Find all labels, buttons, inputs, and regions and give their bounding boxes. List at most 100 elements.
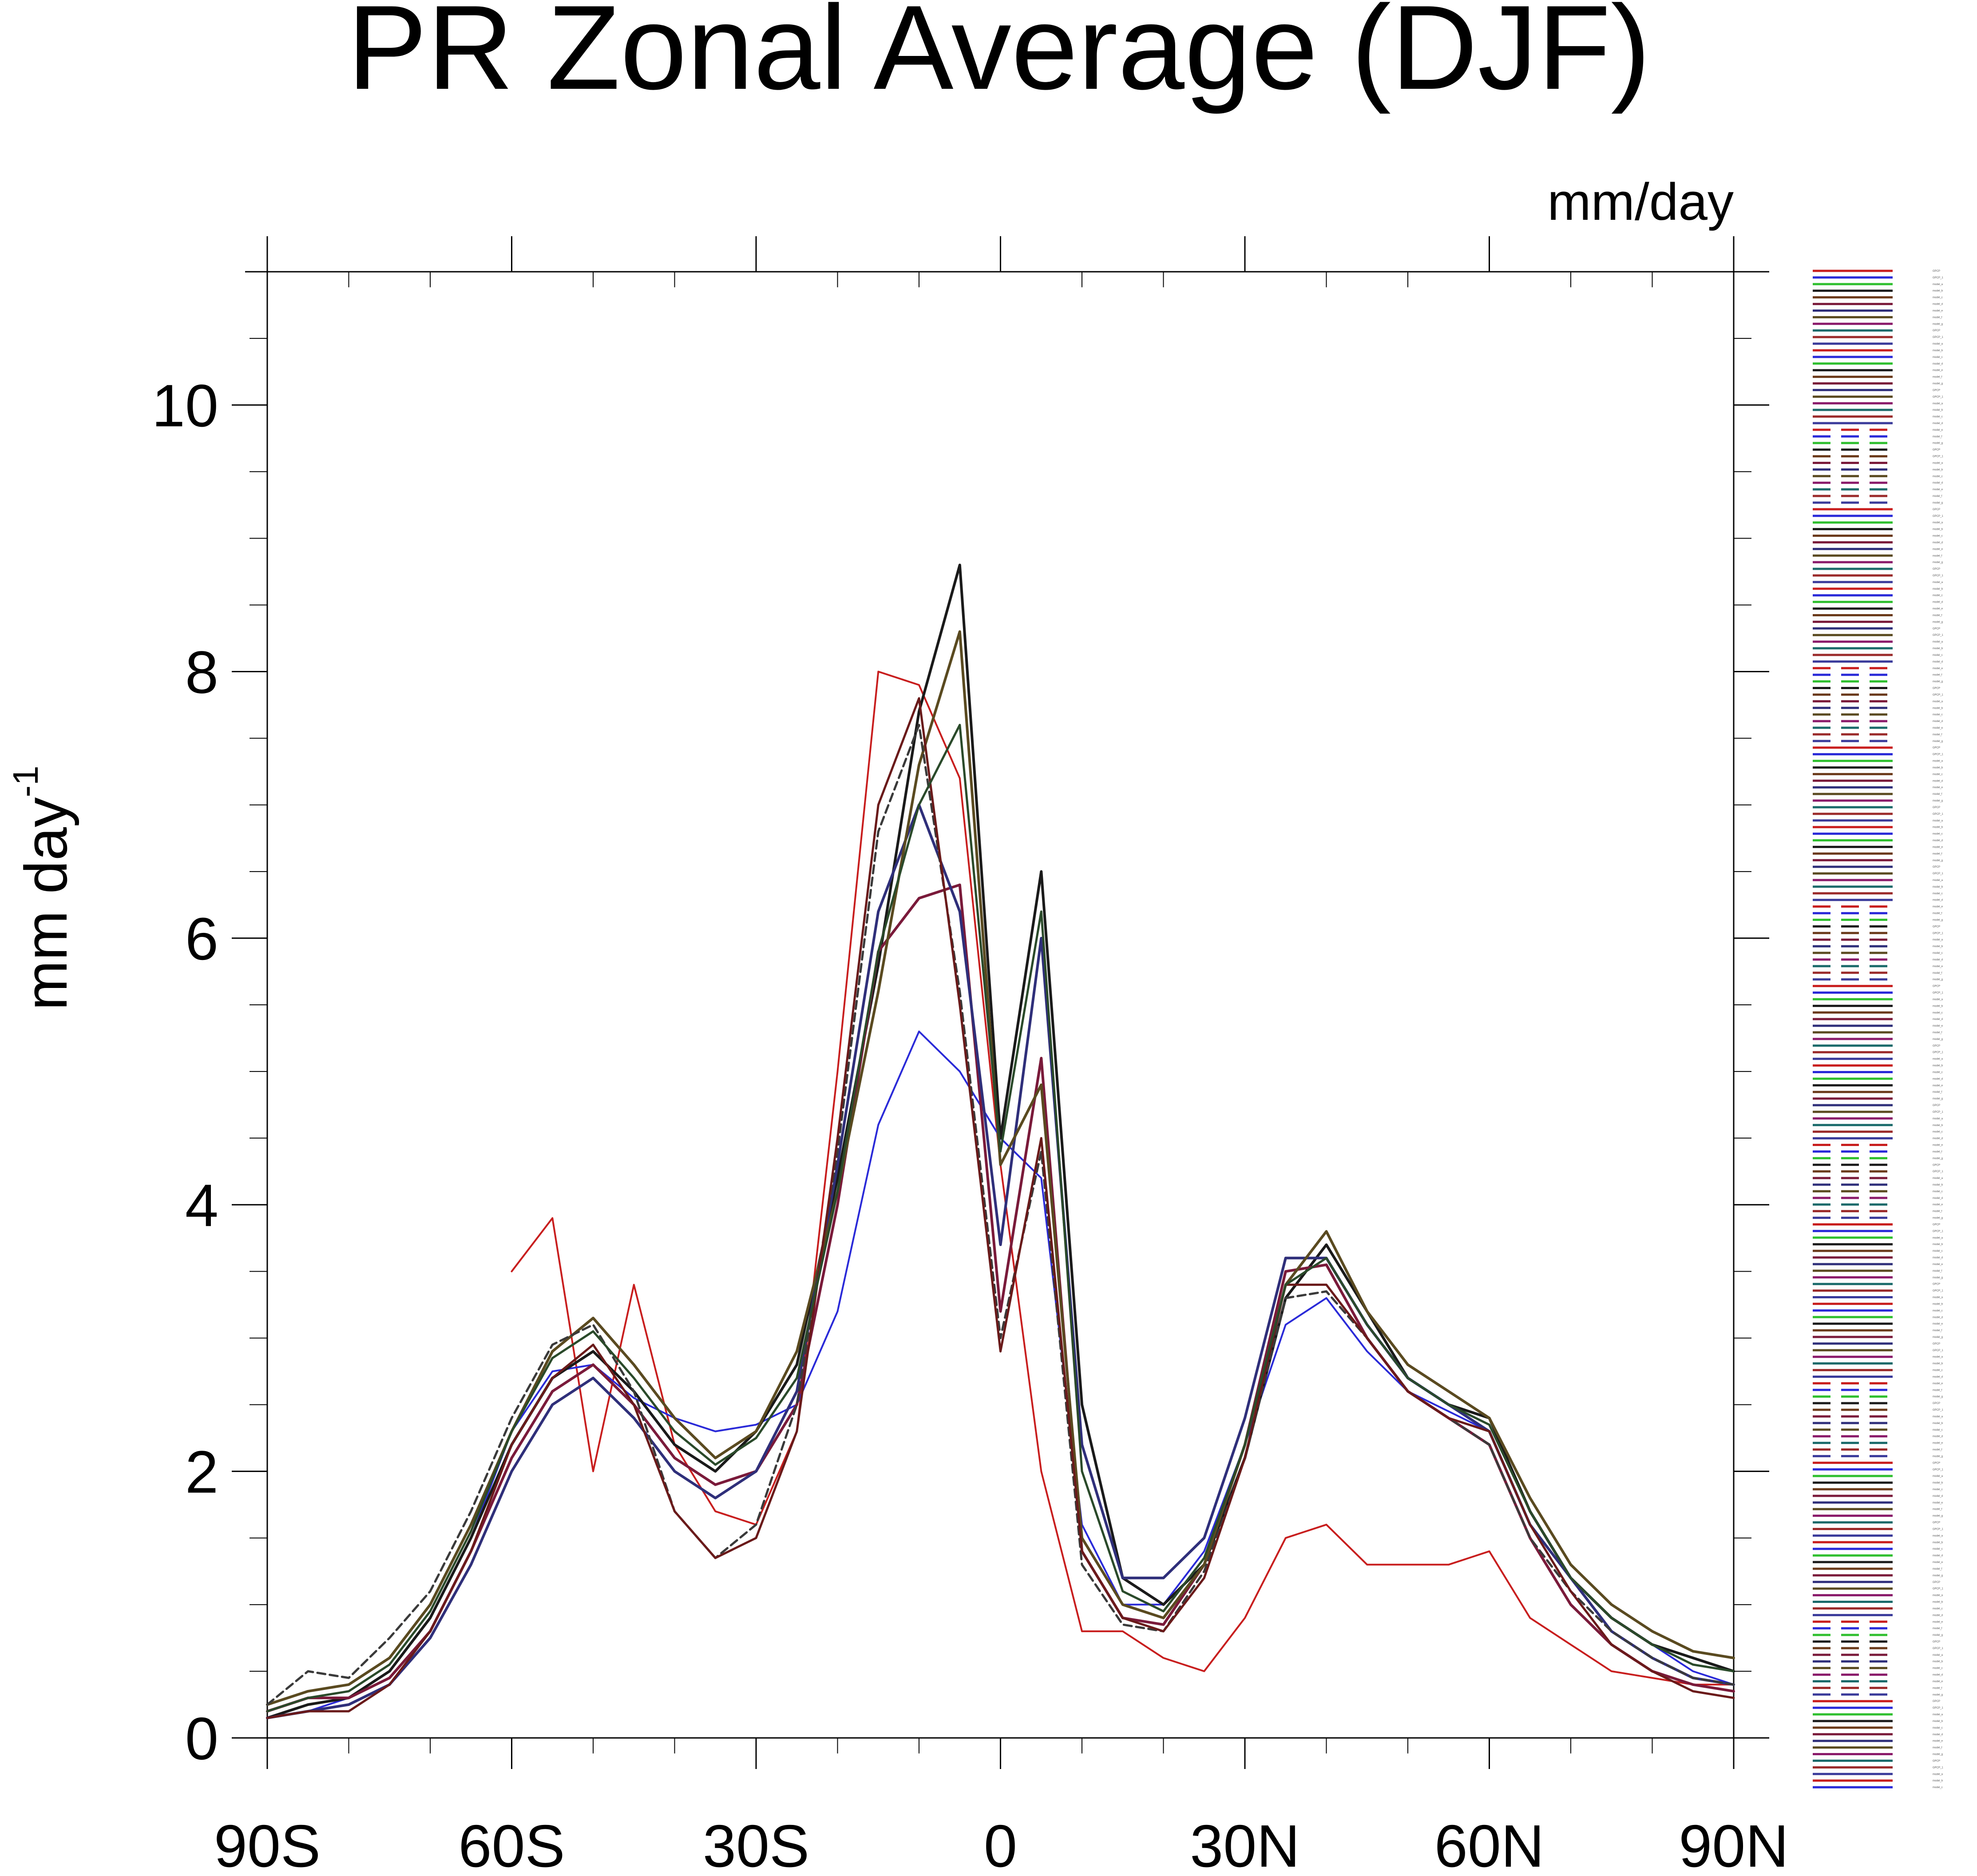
legend-label: GPCP — [1933, 1104, 1940, 1107]
legend-label: model_a — [1933, 700, 1943, 703]
series-line-model_b — [266, 883, 1735, 1713]
legend-label: GPCP — [1933, 1343, 1940, 1345]
legend-label: model_b — [1933, 1005, 1943, 1007]
legend-label: GPCP_1 — [1933, 515, 1943, 518]
legend-label: model_c — [1933, 1309, 1943, 1312]
legend-label: model_c — [1933, 1011, 1943, 1014]
y-tick-label-5: 10 — [152, 372, 218, 439]
legend-label: model_b — [1933, 1541, 1943, 1544]
legend-label: GPCP — [1933, 1283, 1940, 1286]
legend-label: model_f — [1933, 1508, 1942, 1511]
legend-label: model_b — [1933, 409, 1943, 412]
legend-label: model_c — [1933, 1369, 1943, 1372]
legend-label: model_a — [1933, 820, 1943, 822]
legend-label: GPCP — [1933, 1760, 1940, 1762]
legend-label: model_f — [1933, 316, 1942, 319]
y-tick-label-4: 8 — [185, 639, 218, 706]
legend-label: model_g — [1933, 1098, 1943, 1100]
legend-label: GPCP_1 — [1933, 1588, 1943, 1590]
legend-label: model_g — [1933, 323, 1943, 325]
legend-label: model_e — [1933, 786, 1943, 789]
legend-label: model_a — [1933, 1118, 1943, 1120]
y-axis-title-text: mm day — [12, 797, 79, 1011]
legend-label: model_d — [1933, 1674, 1943, 1677]
legend-label: model_b — [1933, 1720, 1943, 1723]
legend-label: model_e — [1933, 1502, 1943, 1504]
legend-label: model_e — [1933, 1263, 1943, 1266]
legend-label: model_a — [1933, 939, 1943, 941]
legend-label: GPCP — [1933, 508, 1940, 511]
x-tick-label-5: 60N — [1434, 1813, 1545, 1876]
legend-label: model_d — [1933, 541, 1943, 544]
legend-label: GPCP — [1933, 806, 1940, 809]
legend-label: model_f — [1933, 912, 1942, 915]
legend-label: GPCP_1 — [1933, 575, 1943, 577]
legend-label: model_a — [1933, 1058, 1943, 1061]
legend-label: model_d — [1933, 661, 1943, 663]
legend-label: GPCP — [1933, 1462, 1940, 1464]
legend-label: GPCP_1 — [1933, 336, 1943, 339]
legend-label: model_c — [1933, 1429, 1943, 1432]
legend-label: model_e — [1933, 548, 1943, 551]
legend-label: model_d — [1933, 303, 1943, 306]
legend-label: model_c — [1933, 773, 1943, 776]
legend-label: model_a — [1933, 1237, 1943, 1239]
legend-label: model_c — [1933, 416, 1943, 418]
legend-label: model_b — [1933, 1363, 1943, 1365]
legend-label: model_e — [1933, 1323, 1943, 1325]
legend-label: model_a — [1933, 1416, 1943, 1418]
legend-label: GPCP_1 — [1933, 992, 1943, 995]
legend-label: GPCP_1 — [1933, 1468, 1943, 1471]
legend-label: model_d — [1933, 1733, 1943, 1736]
legend-label: model_e — [1933, 1680, 1943, 1683]
units-label: mm/day — [1547, 173, 1734, 231]
legend-label: model_e — [1933, 1025, 1943, 1027]
legend-label: model_b — [1933, 766, 1943, 769]
legend-label: model_g — [1933, 681, 1943, 683]
legend-label: model_b — [1933, 1303, 1943, 1305]
legend-label: model_e — [1933, 906, 1943, 908]
legend-label: GPCP — [1933, 687, 1940, 690]
legend-label: model_b — [1933, 1184, 1943, 1186]
legend-label: model_e — [1933, 1740, 1943, 1743]
legend-label: model_d — [1933, 482, 1943, 484]
legend-label: model_g — [1933, 502, 1943, 504]
legend-label: model_b — [1933, 1124, 1943, 1127]
x-tick-label-0: 90S — [214, 1813, 321, 1876]
legend-label: GPCP — [1933, 866, 1940, 869]
y-axis-title-superscript: -1 — [6, 765, 45, 797]
legend-label: model_a — [1933, 1535, 1943, 1537]
legend-label: GPCP — [1933, 449, 1940, 452]
legend-label: model_b — [1933, 1661, 1943, 1663]
legend-label: model_c — [1933, 1131, 1943, 1134]
legend-label: model_e — [1933, 1382, 1943, 1385]
legend-label: model_d — [1933, 1316, 1943, 1319]
legend-label: GPCP_1 — [1933, 634, 1943, 637]
legend-label: model_d — [1933, 422, 1943, 425]
legend-label: model_c — [1933, 297, 1943, 299]
legend-label: GPCP_1 — [1933, 1766, 1943, 1769]
legend-label: model_g — [1933, 1694, 1943, 1696]
legend-label: GPCP_1 — [1933, 813, 1943, 816]
legend-label: model_e — [1933, 846, 1943, 849]
legend-label: model_b — [1933, 528, 1943, 531]
legend-label: model_g — [1933, 800, 1943, 802]
legend-label: GPCP_1 — [1933, 277, 1943, 279]
series-line-model_g — [266, 724, 1735, 1713]
legend-label: model_g — [1933, 1336, 1943, 1339]
legend-label: model_c — [1933, 654, 1943, 657]
legend-label: model_e — [1933, 727, 1943, 730]
legend-label: model_a — [1933, 760, 1943, 763]
legend-label: model_f — [1933, 1270, 1942, 1273]
legend-label: model_b — [1933, 945, 1943, 948]
legend-label: GPCP — [1933, 627, 1940, 630]
legend-label: model_a — [1933, 879, 1943, 882]
legend-label: GPCP_1 — [1933, 1111, 1943, 1114]
legend-label: model_b — [1933, 826, 1943, 829]
legend: GPCPGPCP_1model_amodel_bmodel_cmodel_dmo… — [1813, 270, 1943, 1789]
legend-label: model_c — [1933, 1190, 1943, 1193]
legend-label: model_d — [1933, 720, 1943, 723]
legend-label: model_c — [1933, 1607, 1943, 1610]
legend-label: model_e — [1933, 1621, 1943, 1623]
legend-label: model_g — [1933, 621, 1943, 623]
